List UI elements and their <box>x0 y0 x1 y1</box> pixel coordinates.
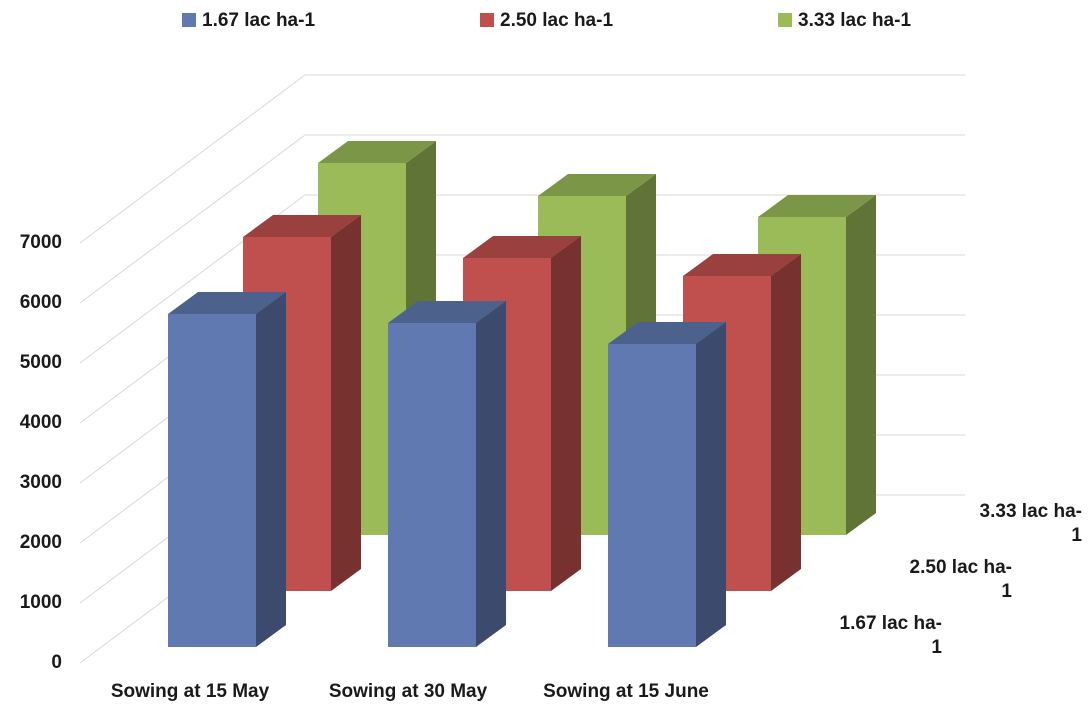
bar <box>168 314 256 647</box>
y-tick-label: 7000 <box>20 232 62 253</box>
y-tick-label: 6000 <box>20 292 62 313</box>
bar-side <box>331 215 361 591</box>
y-tick-label: 0 <box>51 652 62 673</box>
legend-label: 3.33 lac ha-1 <box>798 10 911 31</box>
bar-top <box>683 254 801 276</box>
bar-top <box>168 292 286 314</box>
legend-swatch <box>480 13 494 27</box>
x-tick-label: Sowing at 30 May <box>329 681 488 702</box>
y-tick-label: 1000 <box>20 592 62 613</box>
bar <box>608 344 696 647</box>
bar <box>388 323 476 647</box>
bar-side <box>771 254 801 591</box>
y-tick-label: 3000 <box>20 472 62 493</box>
legend-swatch <box>778 13 792 27</box>
bar-side <box>551 236 581 591</box>
bar-top <box>243 215 361 237</box>
y-tick-label: 4000 <box>20 412 62 433</box>
bar-side <box>846 195 876 535</box>
bar-side <box>476 301 506 647</box>
grid-line <box>79 194 965 364</box>
grid-line <box>79 74 965 244</box>
grid-line <box>79 134 965 304</box>
x-tick-label: Sowing at 15 June <box>543 681 709 702</box>
bar-top <box>318 141 436 163</box>
depth-label: 1.67 lac ha-1 <box>839 613 942 658</box>
legend-label: 2.50 lac ha-1 <box>500 10 613 31</box>
bar-side <box>256 292 286 647</box>
depth-label: 2.50 lac ha-1 <box>909 557 1012 602</box>
legend-swatch <box>182 13 196 27</box>
bar-top <box>538 174 656 196</box>
x-tick-label: Sowing at 15 May <box>111 681 270 702</box>
bar-top <box>758 195 876 217</box>
y-tick-label: 2000 <box>20 532 62 553</box>
bar-top <box>608 322 726 344</box>
legend-label: 1.67 lac ha-1 <box>202 10 315 31</box>
bar-top <box>388 301 506 323</box>
y-tick-label: 5000 <box>20 352 62 373</box>
bar-side <box>696 322 726 647</box>
bar-top <box>463 236 581 258</box>
depth-label: 3.33 lac ha-1 <box>979 501 1082 546</box>
